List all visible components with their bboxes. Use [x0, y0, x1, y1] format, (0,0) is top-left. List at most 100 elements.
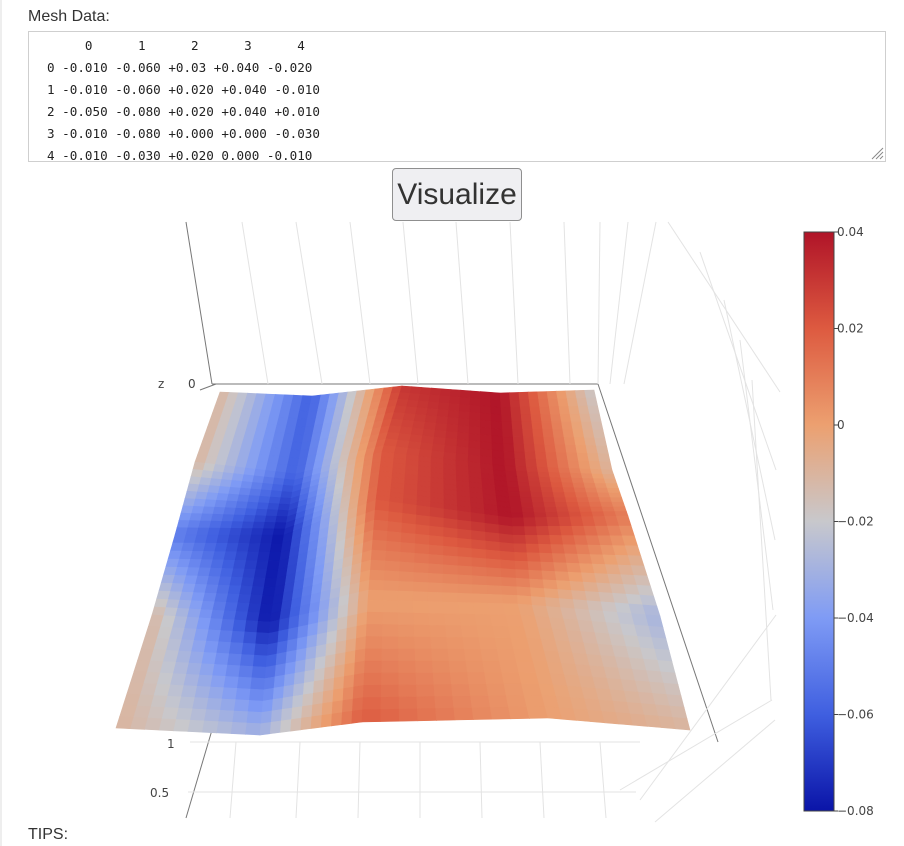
- surface-patch: [206, 629, 222, 643]
- surface-patch: [430, 482, 445, 490]
- surface-patch: [538, 683, 557, 697]
- surface-patch: [351, 552, 363, 566]
- surface-patch: [457, 519, 472, 531]
- surface-patch: [480, 405, 492, 415]
- surface-patch: [403, 493, 418, 501]
- surface-patch: [430, 472, 445, 480]
- surface-patch: [638, 691, 656, 706]
- surface-patch: [208, 618, 224, 631]
- surface-patch: [316, 487, 327, 497]
- surface-patch: [573, 708, 591, 722]
- surface-patch: [472, 584, 489, 595]
- surface-patch: [299, 533, 311, 547]
- surface-patch: [221, 406, 235, 415]
- surface-patch: [457, 424, 470, 434]
- surface-patch: [592, 563, 609, 575]
- surface-patch: [319, 517, 331, 531]
- surface-patch: [206, 576, 221, 586]
- surface-patch: [553, 562, 569, 573]
- surface-patch: [335, 470, 347, 480]
- surface-mesh[interactable]: [115, 385, 691, 736]
- surface-patch: [596, 582, 613, 594]
- surface-patch: [350, 437, 363, 447]
- surface-patch: [443, 536, 459, 548]
- surface-patch: [345, 526, 357, 540]
- surface-patch: [229, 527, 243, 536]
- surface-patch: [160, 574, 176, 584]
- mesh-data-textarea[interactable]: 0 1 2 3 4 0 -0.010 -0.060 +0.03 +0.040 -…: [28, 31, 886, 162]
- gridline: [619, 699, 773, 791]
- mesh-data-label: Mesh Data:: [28, 8, 110, 25]
- surface-patch: [153, 637, 170, 651]
- surface-patch: [413, 624, 431, 638]
- surface-patch: [381, 445, 397, 454]
- surface-patch: [672, 717, 691, 731]
- surface-patch: [345, 638, 357, 653]
- surface-patch: [502, 594, 519, 605]
- surface-patch: [387, 521, 403, 534]
- surface-patch: [579, 468, 593, 475]
- surface-patch: [322, 500, 334, 511]
- surface-patch: [336, 519, 348, 534]
- surface-patch: [233, 399, 246, 409]
- surface-patch: [501, 421, 513, 430]
- surface-patch: [346, 613, 358, 629]
- surface-patch: [232, 710, 249, 724]
- surface-patch: [570, 472, 584, 479]
- surface-patch: [240, 528, 254, 536]
- surface-patch: [500, 559, 516, 570]
- surface-patch: [414, 543, 430, 555]
- surface-patch: [480, 467, 495, 476]
- surface-patch: [446, 423, 459, 433]
- surface-patch: [347, 451, 359, 462]
- surface-patch: [415, 407, 428, 416]
- surface-patch: [223, 507, 237, 516]
- surface-patch: [245, 392, 258, 402]
- surface-patch: [623, 584, 641, 596]
- surface-patch: [339, 584, 351, 598]
- surface-patch: [268, 496, 282, 505]
- surface-patch: [253, 568, 268, 579]
- visualize-button[interactable]: Visualize: [392, 168, 522, 221]
- gridline: [739, 339, 774, 611]
- surface-patch: [540, 486, 554, 493]
- surface-patch: [413, 581, 429, 593]
- surface-patch: [235, 459, 248, 469]
- surface-patch: [465, 660, 485, 674]
- surface-patch: [278, 409, 291, 419]
- surface-patch: [374, 499, 390, 513]
- surface-patch: [590, 468, 604, 475]
- surface-patch: [253, 468, 267, 478]
- surface-patch: [351, 403, 363, 413]
- surface-patch: [318, 475, 329, 485]
- surface-patch: [151, 606, 167, 617]
- surface-patch: [401, 512, 417, 525]
- mesh-data-text[interactable]: 0 1 2 3 4 0 -0.010 -0.060 +0.03 +0.040 -…: [47, 38, 320, 162]
- surface-patch: [330, 420, 342, 431]
- surface-patch: [381, 386, 394, 396]
- surface-patch: [449, 672, 470, 685]
- surface-patch: [307, 446, 319, 457]
- resize-handle-icon[interactable]: [870, 146, 884, 160]
- surface-patch: [416, 505, 431, 517]
- surface-patch: [282, 433, 295, 443]
- surface-patch: [238, 534, 252, 544]
- surface-patch: [187, 520, 201, 529]
- surface-patch: [293, 515, 305, 526]
- surface-patch: [443, 478, 458, 486]
- surface-patch: [429, 535, 445, 547]
- surface-patch: [573, 437, 587, 446]
- surface-patch: [343, 545, 355, 559]
- gridline: [229, 741, 237, 819]
- surface-patch: [434, 696, 455, 709]
- surface-patch: [390, 486, 405, 495]
- gridline: [241, 221, 269, 385]
- surface-patch: [379, 466, 394, 474]
- surface-patch: [649, 681, 668, 695]
- surface-patch: [600, 655, 619, 669]
- surface-patch: [547, 467, 560, 474]
- surface-patch: [597, 492, 611, 498]
- surface-patch: [444, 437, 458, 447]
- surface-patch: [400, 532, 417, 545]
- surface-patch: [458, 403, 471, 413]
